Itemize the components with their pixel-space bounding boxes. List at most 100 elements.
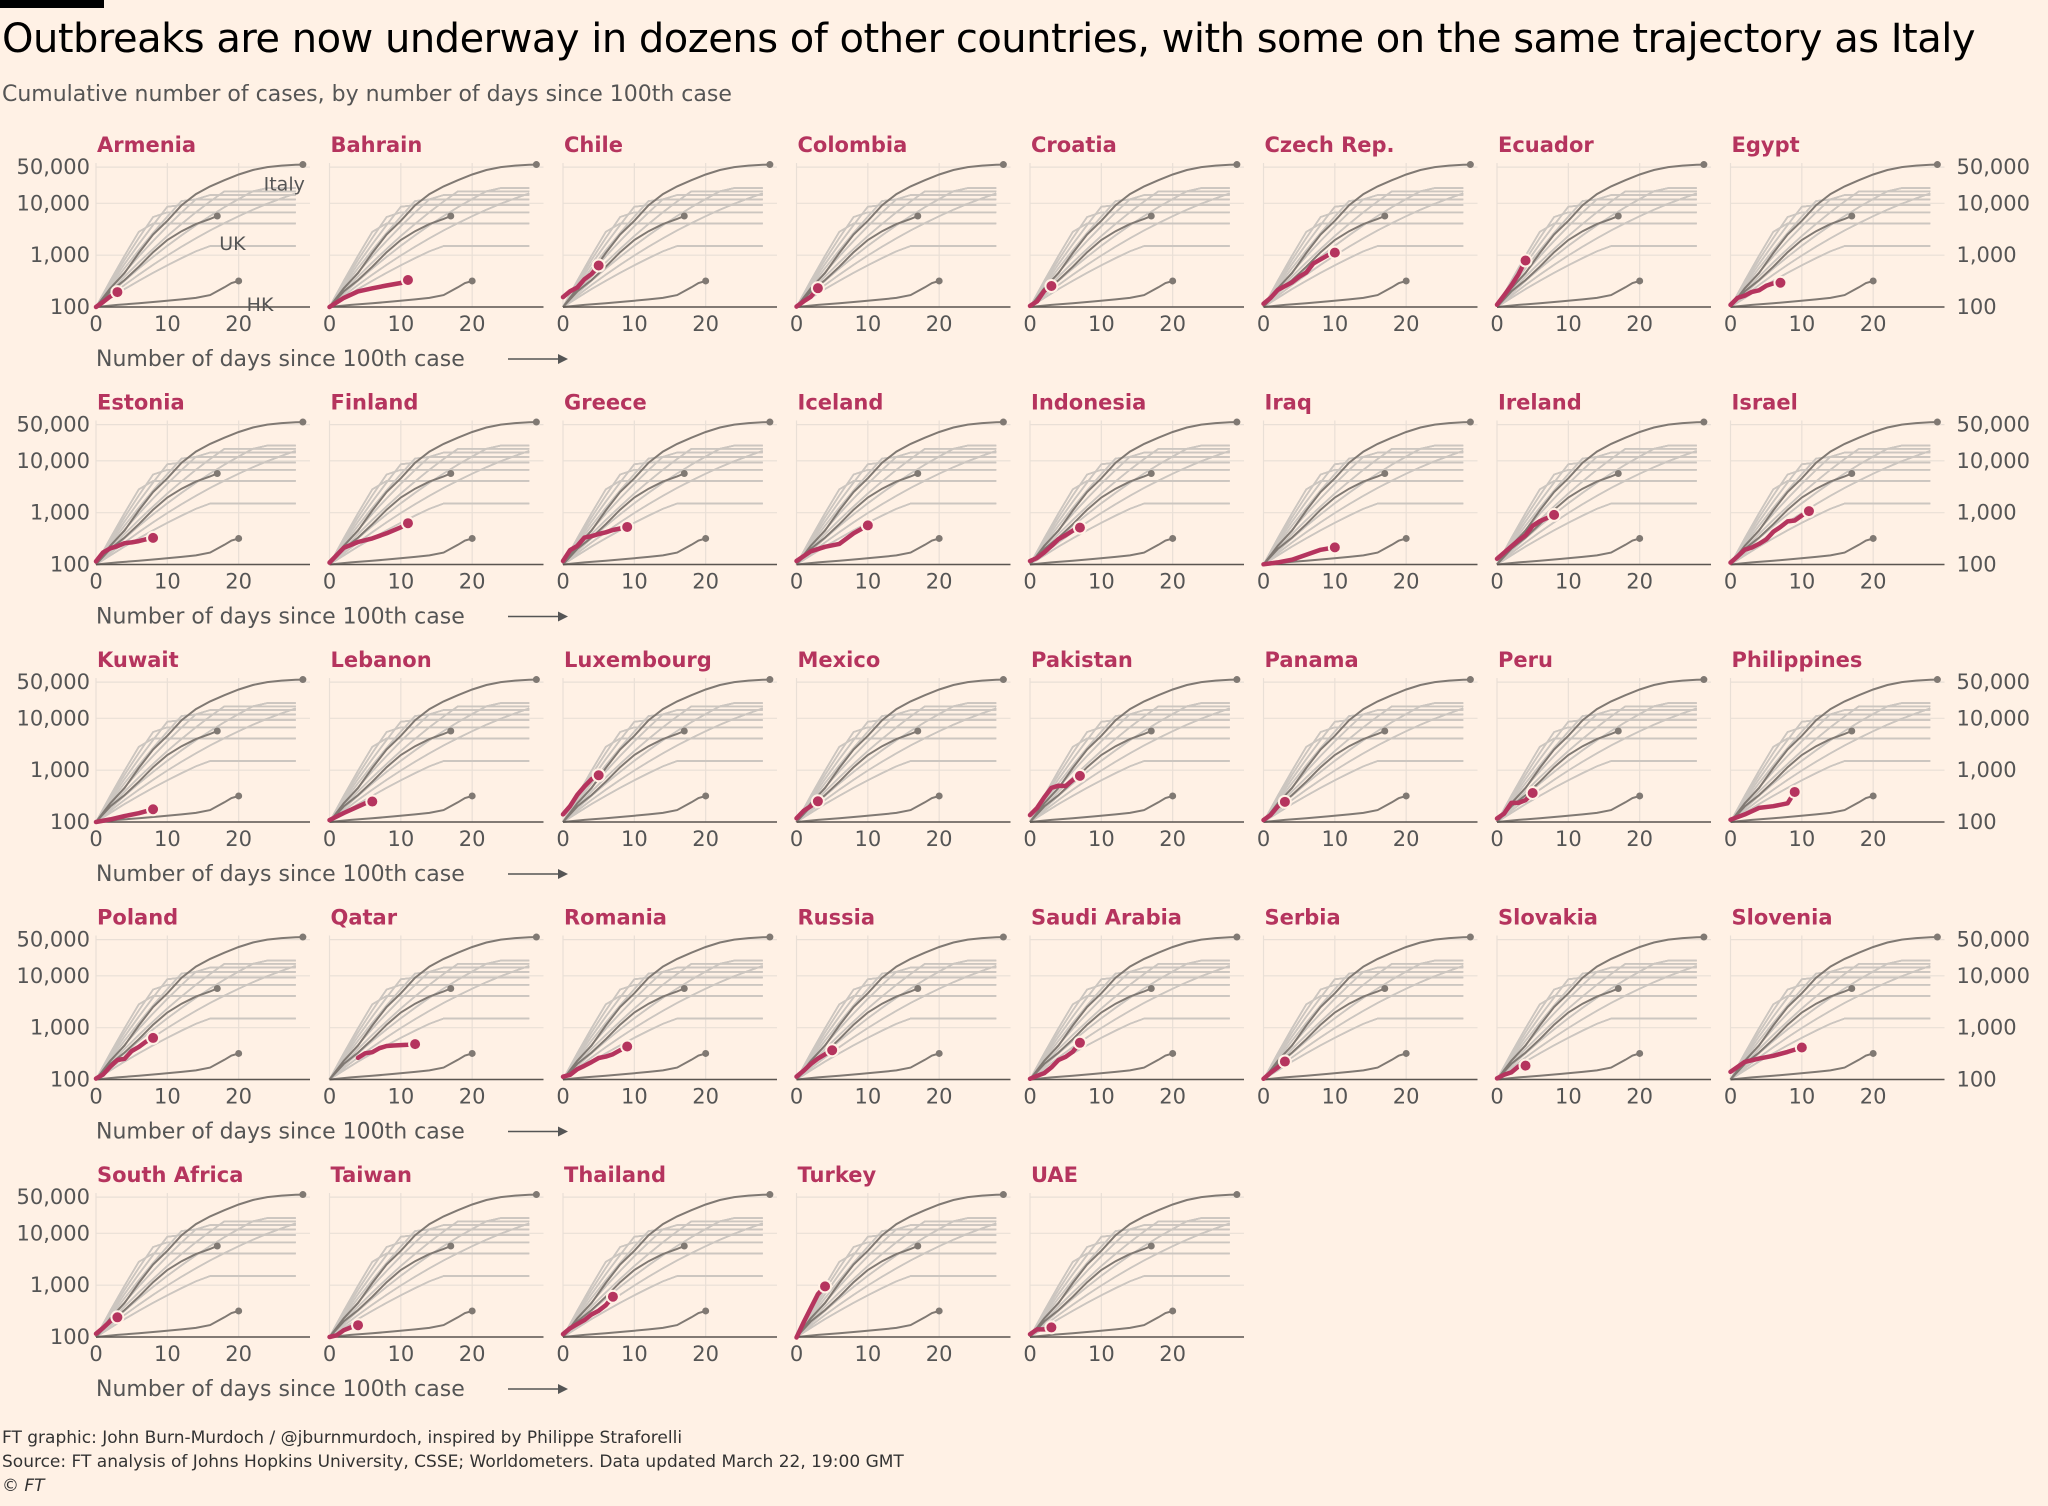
context-line-30 [1496,190,1697,308]
reference-line-uk [562,987,685,1081]
reference-line-hk [1263,537,1407,566]
context-line-3 [562,1220,763,1338]
reference-end-dot-italy [1933,676,1941,684]
reference-end-dot-italy [1933,161,1941,169]
context-line-32 [1729,456,1931,565]
reference-end-dot-italy [1700,161,1708,169]
x-tick-label-10: 10 [621,570,648,594]
x-tick-label-10: 10 [1555,312,1582,336]
context-line-24 [795,976,997,1080]
context-line-34 [1029,1241,1230,1338]
country-end-dot-lebanon [365,794,380,809]
reference-end-dot-uk [680,984,688,992]
panel-lebanon: Lebanon 0 10 20 [323,648,544,851]
panel-bahrain: Bahrain 0 10 20 [323,133,544,336]
context-line-3 [795,1220,997,1338]
x-tick-label-20: 20 [926,570,953,594]
context-line-33 [1262,719,1464,823]
context-line-6 [1729,976,1931,1080]
context-line-3 [562,448,763,566]
reference-line-italy [1262,163,1471,308]
x-tick-label-10: 10 [1088,312,1115,336]
x-tick-label-10: 10 [1088,1342,1115,1366]
reference-line-uk [1029,730,1152,823]
context-line-25 [95,984,296,1080]
panel-title-saudi-arabia: Saudi Arabia [1031,906,1182,930]
x-tick-label-0: 0 [790,1342,803,1366]
context-line-10 [562,450,763,566]
x-tick-label-20: 20 [1626,827,1653,851]
reference-line-hk [1496,280,1640,308]
reference-line-italy [562,421,770,566]
reference-line-uk [328,730,452,823]
x-tick-label-10: 10 [387,570,414,594]
context-line-24 [1262,719,1464,823]
country-end-dot-finland [400,516,415,531]
context-line-34 [795,984,997,1080]
x-tick-label-0: 0 [1490,312,1503,336]
context-line-19 [796,965,997,1081]
context-line-10 [329,450,530,566]
context-line-21 [1729,705,1931,823]
reference-line-italy [1029,163,1237,308]
reference-line-uk [1729,472,1853,566]
context-line-15 [1496,719,1697,823]
context-line-15 [1262,461,1464,565]
x-tick-label-10: 10 [154,312,181,336]
context-line-1 [796,707,997,823]
country-end-dot-indonesia [1072,520,1087,535]
context-line-28 [1496,192,1697,308]
reference-line-italy [328,678,537,823]
panel-title-bahrain: Bahrain [331,133,423,157]
context-line-33 [562,204,763,308]
context-line-3 [1729,705,1931,823]
x-tick-label-20: 20 [1860,570,1887,594]
context-line-30 [1729,963,1931,1081]
country-end-dot-kuwait [146,802,161,817]
context-line-24 [1029,204,1230,308]
context-line-10 [1496,450,1697,566]
context-line-10 [1263,192,1464,308]
context-line-16 [1496,726,1697,823]
context-line-34 [328,469,530,565]
context-line-30 [1496,705,1697,823]
reference-line-hk [1029,537,1173,566]
context-line-10 [1029,707,1230,823]
x-tick-label-20: 20 [1393,570,1420,594]
reference-end-dot-uk [447,1242,455,1250]
reference-line-hk [562,1310,706,1338]
country-end-dot-panama [1277,794,1292,809]
reference-line-hk [329,1310,473,1338]
context-line-30 [1029,705,1230,823]
context-line-10 [1029,1222,1230,1338]
context-line-25 [328,469,530,565]
y-tick-label-10000: 10,000 [1957,191,2030,215]
reference-end-dot-hk [468,1049,476,1057]
reference-end-dot-hk [702,1307,710,1315]
country-end-dot-chile [591,258,606,273]
context-line-3 [1496,190,1697,308]
reference-end-dot-uk [1147,469,1155,477]
context-line-30 [1262,705,1464,823]
context-line-25 [1262,469,1464,565]
context-line-10 [95,1222,296,1338]
context-line-30 [795,190,997,308]
context-line-30 [795,1220,997,1338]
x-tick-label-20: 20 [692,1342,719,1366]
reference-end-dot-hk [1169,1049,1177,1057]
reference-line-hk [1730,795,1874,823]
context-line-16 [1262,726,1464,823]
reference-line-italy [95,421,303,566]
y-tick-label-100: 100 [50,810,90,834]
reference-line-hk [1029,280,1173,308]
panel-title-lebanon: Lebanon [331,648,432,672]
reference-end-dot-uk [213,469,221,477]
country-line-greece [560,524,630,564]
context-line-12 [328,448,530,566]
context-line-24 [95,976,296,1080]
reference-line-hk [1029,795,1173,823]
context-line-36 [95,1017,296,1081]
x-tick-label-10: 10 [621,827,648,851]
